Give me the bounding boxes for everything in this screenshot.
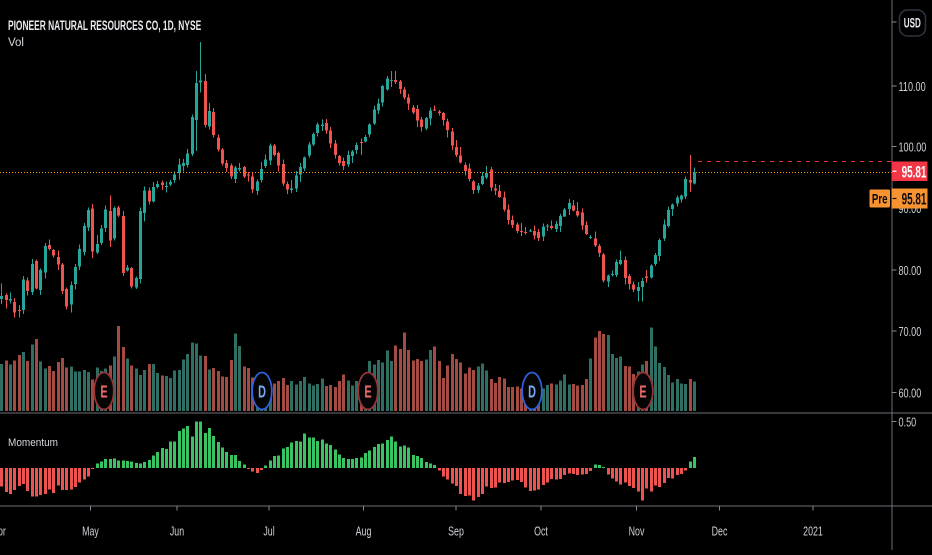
svg-text:Oct: Oct [534,525,548,539]
svg-text:Aug: Aug [356,525,372,539]
svg-text:110.00: 110.00 [899,80,926,94]
svg-text:2021: 2021 [803,525,823,539]
svg-text:E: E [639,383,646,402]
svg-text:Vol: Vol [8,37,24,49]
svg-text:95.81: 95.81 [902,189,927,209]
svg-text:100.00: 100.00 [899,141,927,155]
svg-text:Pre: Pre [872,192,888,207]
svg-text:E: E [100,383,107,402]
svg-text:Apr: Apr [0,525,6,539]
svg-text:70.00: 70.00 [899,325,922,339]
svg-text:95.81: 95.81 [902,162,927,182]
svg-text:0.50: 0.50 [899,416,917,430]
svg-text:Sep: Sep [448,525,464,539]
svg-text:Jul: Jul [263,525,274,539]
svg-text:PIONEER NATURAL RESOURCES CO,: PIONEER NATURAL RESOURCES CO, 1D, NYSE [8,19,201,34]
svg-text:Dec: Dec [712,525,728,539]
svg-text:Nov: Nov [629,525,645,539]
svg-text:Jun: Jun [170,525,184,539]
svg-text:USD: USD [904,17,921,32]
svg-text:80.00: 80.00 [899,264,922,278]
svg-text:Momentum: Momentum [8,436,58,449]
svg-text:D: D [528,383,536,402]
svg-text:D: D [258,383,266,402]
svg-text:E: E [364,383,371,402]
svg-text:60.00: 60.00 [899,387,922,401]
svg-text:May: May [82,525,99,539]
